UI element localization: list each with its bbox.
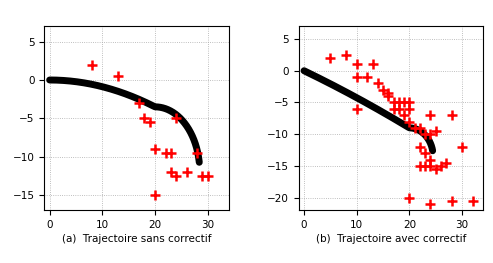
X-axis label: (a)  Trajectoire sans correctif: (a) Trajectoire sans correctif [62,234,211,244]
X-axis label: (b)  Trajectoire avec correctif: (b) Trajectoire avec correctif [316,234,466,244]
